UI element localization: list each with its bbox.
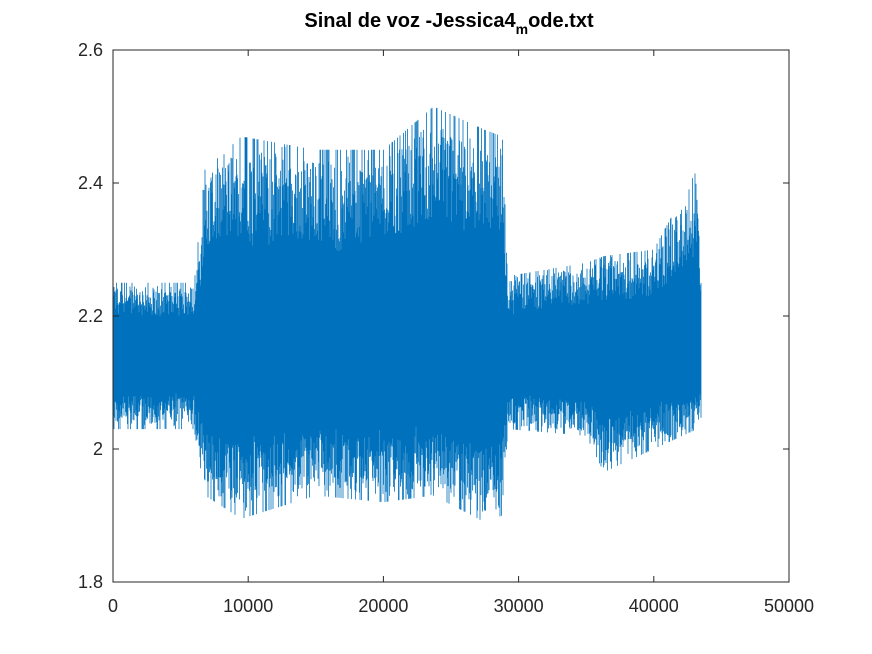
- y-tick-label: 2: [93, 439, 103, 459]
- y-tick-label: 2.6: [78, 40, 103, 60]
- chart-title-suffix: ode.txt: [528, 10, 594, 32]
- x-axis: 0 10000 20000 30000 40000 50000: [108, 50, 814, 616]
- y-tick-label: 1.8: [78, 572, 103, 592]
- signal-waveform: [112, 107, 702, 520]
- signal-series: [112, 107, 702, 520]
- x-tick-label: 50000: [764, 596, 814, 616]
- x-tick-label: 0: [108, 596, 118, 616]
- x-tick-label: 30000: [494, 596, 544, 616]
- x-tick-label: 20000: [358, 596, 408, 616]
- chart-title: Sinal de voz -Jessica4mode.txt: [304, 10, 594, 37]
- y-tick-label: 2.4: [78, 173, 103, 193]
- chart-title-main: Sinal de voz -Jessica4: [304, 10, 516, 32]
- x-tick-label: 10000: [223, 596, 273, 616]
- y-axis: 1.8 2 2.2 2.4 2.6: [78, 40, 789, 592]
- chart-title-subscript: m: [516, 21, 528, 37]
- y-tick-label: 2.2: [78, 306, 103, 326]
- x-tick-label: 40000: [629, 596, 679, 616]
